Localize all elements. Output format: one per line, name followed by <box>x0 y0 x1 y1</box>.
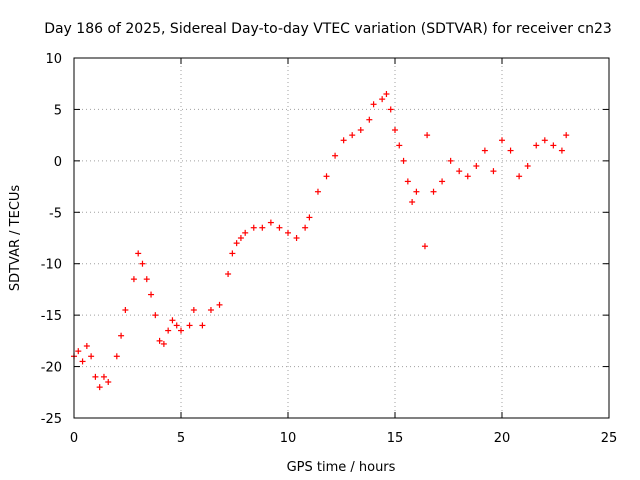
y-tick-label: -5 <box>49 206 62 221</box>
y-tick-label: 0 <box>54 155 62 170</box>
data-point <box>293 235 300 241</box>
data-point <box>357 127 364 133</box>
data-point <box>156 337 163 344</box>
data-point <box>424 132 431 139</box>
x-tick-label: 10 <box>280 431 297 446</box>
data-point <box>383 91 390 97</box>
data-point <box>237 235 244 241</box>
y-tick-label: 10 <box>45 52 62 67</box>
data-point <box>122 307 129 313</box>
data-point <box>118 332 125 339</box>
data-point <box>139 260 146 267</box>
data-point <box>349 132 356 139</box>
data-point <box>481 147 488 154</box>
data-point <box>447 157 454 164</box>
data-point <box>490 168 497 175</box>
data-point <box>113 353 120 360</box>
y-tick-label: -25 <box>41 412 62 427</box>
data-point <box>105 379 112 385</box>
x-tick-label: 25 <box>601 431 618 446</box>
x-tick-label: 20 <box>494 431 511 446</box>
data-point <box>340 137 347 144</box>
y-tick-label: 5 <box>54 103 62 118</box>
data-point <box>563 132 570 139</box>
data-point <box>190 307 197 313</box>
data-point <box>370 101 377 108</box>
chart-title: Day 186 of 2025, Sidereal Day-to-day VTE… <box>44 21 612 37</box>
data-point <box>387 106 394 113</box>
data-point <box>250 224 257 231</box>
x-tick-label: 5 <box>177 431 185 446</box>
data-point <box>396 142 403 149</box>
data-point <box>88 353 95 360</box>
y-tick-label: -10 <box>41 258 62 273</box>
data-point <box>379 96 386 103</box>
data-point <box>79 358 86 365</box>
data-point <box>199 322 206 329</box>
data-points <box>71 91 570 391</box>
data-point <box>464 173 471 180</box>
data-point <box>314 188 321 195</box>
data-point <box>148 291 155 298</box>
data-point <box>242 229 249 236</box>
data-point <box>456 168 463 175</box>
data-point <box>75 348 82 355</box>
data-point <box>186 322 193 329</box>
data-point <box>409 199 416 205</box>
data-point <box>169 317 176 324</box>
data-point <box>366 116 373 123</box>
data-point <box>516 173 523 180</box>
data-point <box>332 152 339 159</box>
data-point <box>392 127 398 133</box>
data-point <box>507 147 514 154</box>
data-point <box>160 340 167 347</box>
data-point <box>233 240 240 247</box>
y-tick-label: -15 <box>41 309 62 324</box>
data-point <box>302 224 309 231</box>
data-point <box>550 142 557 149</box>
data-point <box>165 327 172 334</box>
tick-layer: 0 5 10 15 20 25 -25 -20 -15 -10 -5 0 5 10 <box>41 52 618 446</box>
plot-frame <box>73 57 610 419</box>
data-point <box>421 243 428 250</box>
data-point <box>173 322 180 329</box>
data-point <box>216 301 223 308</box>
data-point <box>524 163 531 169</box>
y-axis-label: SDTVAR / TECUs <box>8 185 23 292</box>
data-point <box>430 188 437 195</box>
data-point <box>499 137 505 144</box>
data-point <box>400 157 407 164</box>
data-point <box>130 276 137 283</box>
data-point <box>533 142 540 149</box>
data-point <box>207 307 214 313</box>
data-point <box>439 178 446 185</box>
data-point <box>178 327 184 334</box>
data-point <box>541 137 548 144</box>
data-point <box>276 224 283 231</box>
data-point <box>152 312 159 319</box>
x-tick-label: 15 <box>387 431 404 446</box>
data-point <box>143 276 150 283</box>
y-tick-label: -20 <box>41 361 62 376</box>
data-point <box>100 373 107 380</box>
data-point <box>285 229 291 236</box>
data-point <box>135 250 142 257</box>
x-tick-label: 0 <box>70 431 78 446</box>
data-point <box>413 188 420 195</box>
data-point <box>267 219 274 226</box>
grid-layer <box>74 58 609 418</box>
data-point <box>92 373 99 380</box>
x-axis-label: GPS time / hours <box>287 460 396 475</box>
data-point <box>404 178 411 185</box>
data-point <box>323 173 330 180</box>
data-point <box>473 163 480 169</box>
data-point <box>306 214 313 221</box>
data-point <box>259 224 266 231</box>
data-point <box>558 147 565 154</box>
data-point <box>96 384 103 391</box>
data-point <box>229 250 236 257</box>
data-point <box>225 271 232 277</box>
data-point <box>83 343 90 349</box>
